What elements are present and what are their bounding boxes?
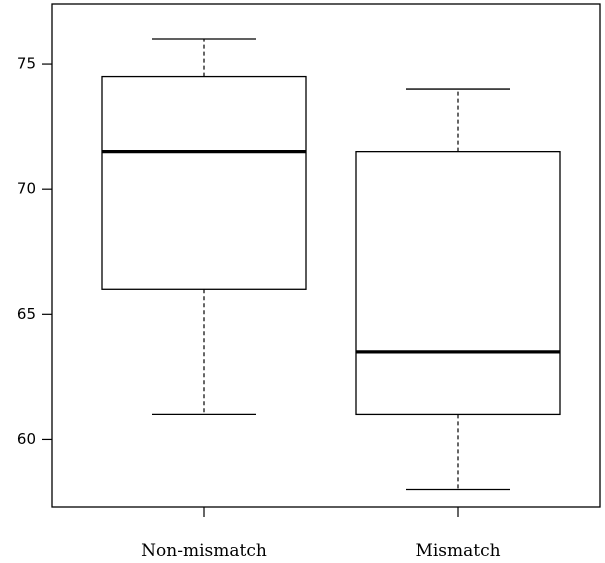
box-non-mismatch xyxy=(101,38,307,416)
x-category-label: Non-mismatch xyxy=(141,541,267,561)
y-tick-label: 75 xyxy=(17,55,36,73)
iqr-box xyxy=(101,75,307,290)
x-axis: Non-mismatch Mismatch xyxy=(141,507,501,561)
y-tick-label: 65 xyxy=(17,305,36,323)
plot-frame xyxy=(51,3,601,508)
y-axis: 60 65 70 75 xyxy=(17,55,52,448)
box-mismatch xyxy=(355,88,561,491)
y-tick-label: 70 xyxy=(17,180,36,198)
x-category-label: Mismatch xyxy=(415,541,500,561)
y-tick-label: 60 xyxy=(17,430,36,448)
iqr-box xyxy=(355,150,561,416)
